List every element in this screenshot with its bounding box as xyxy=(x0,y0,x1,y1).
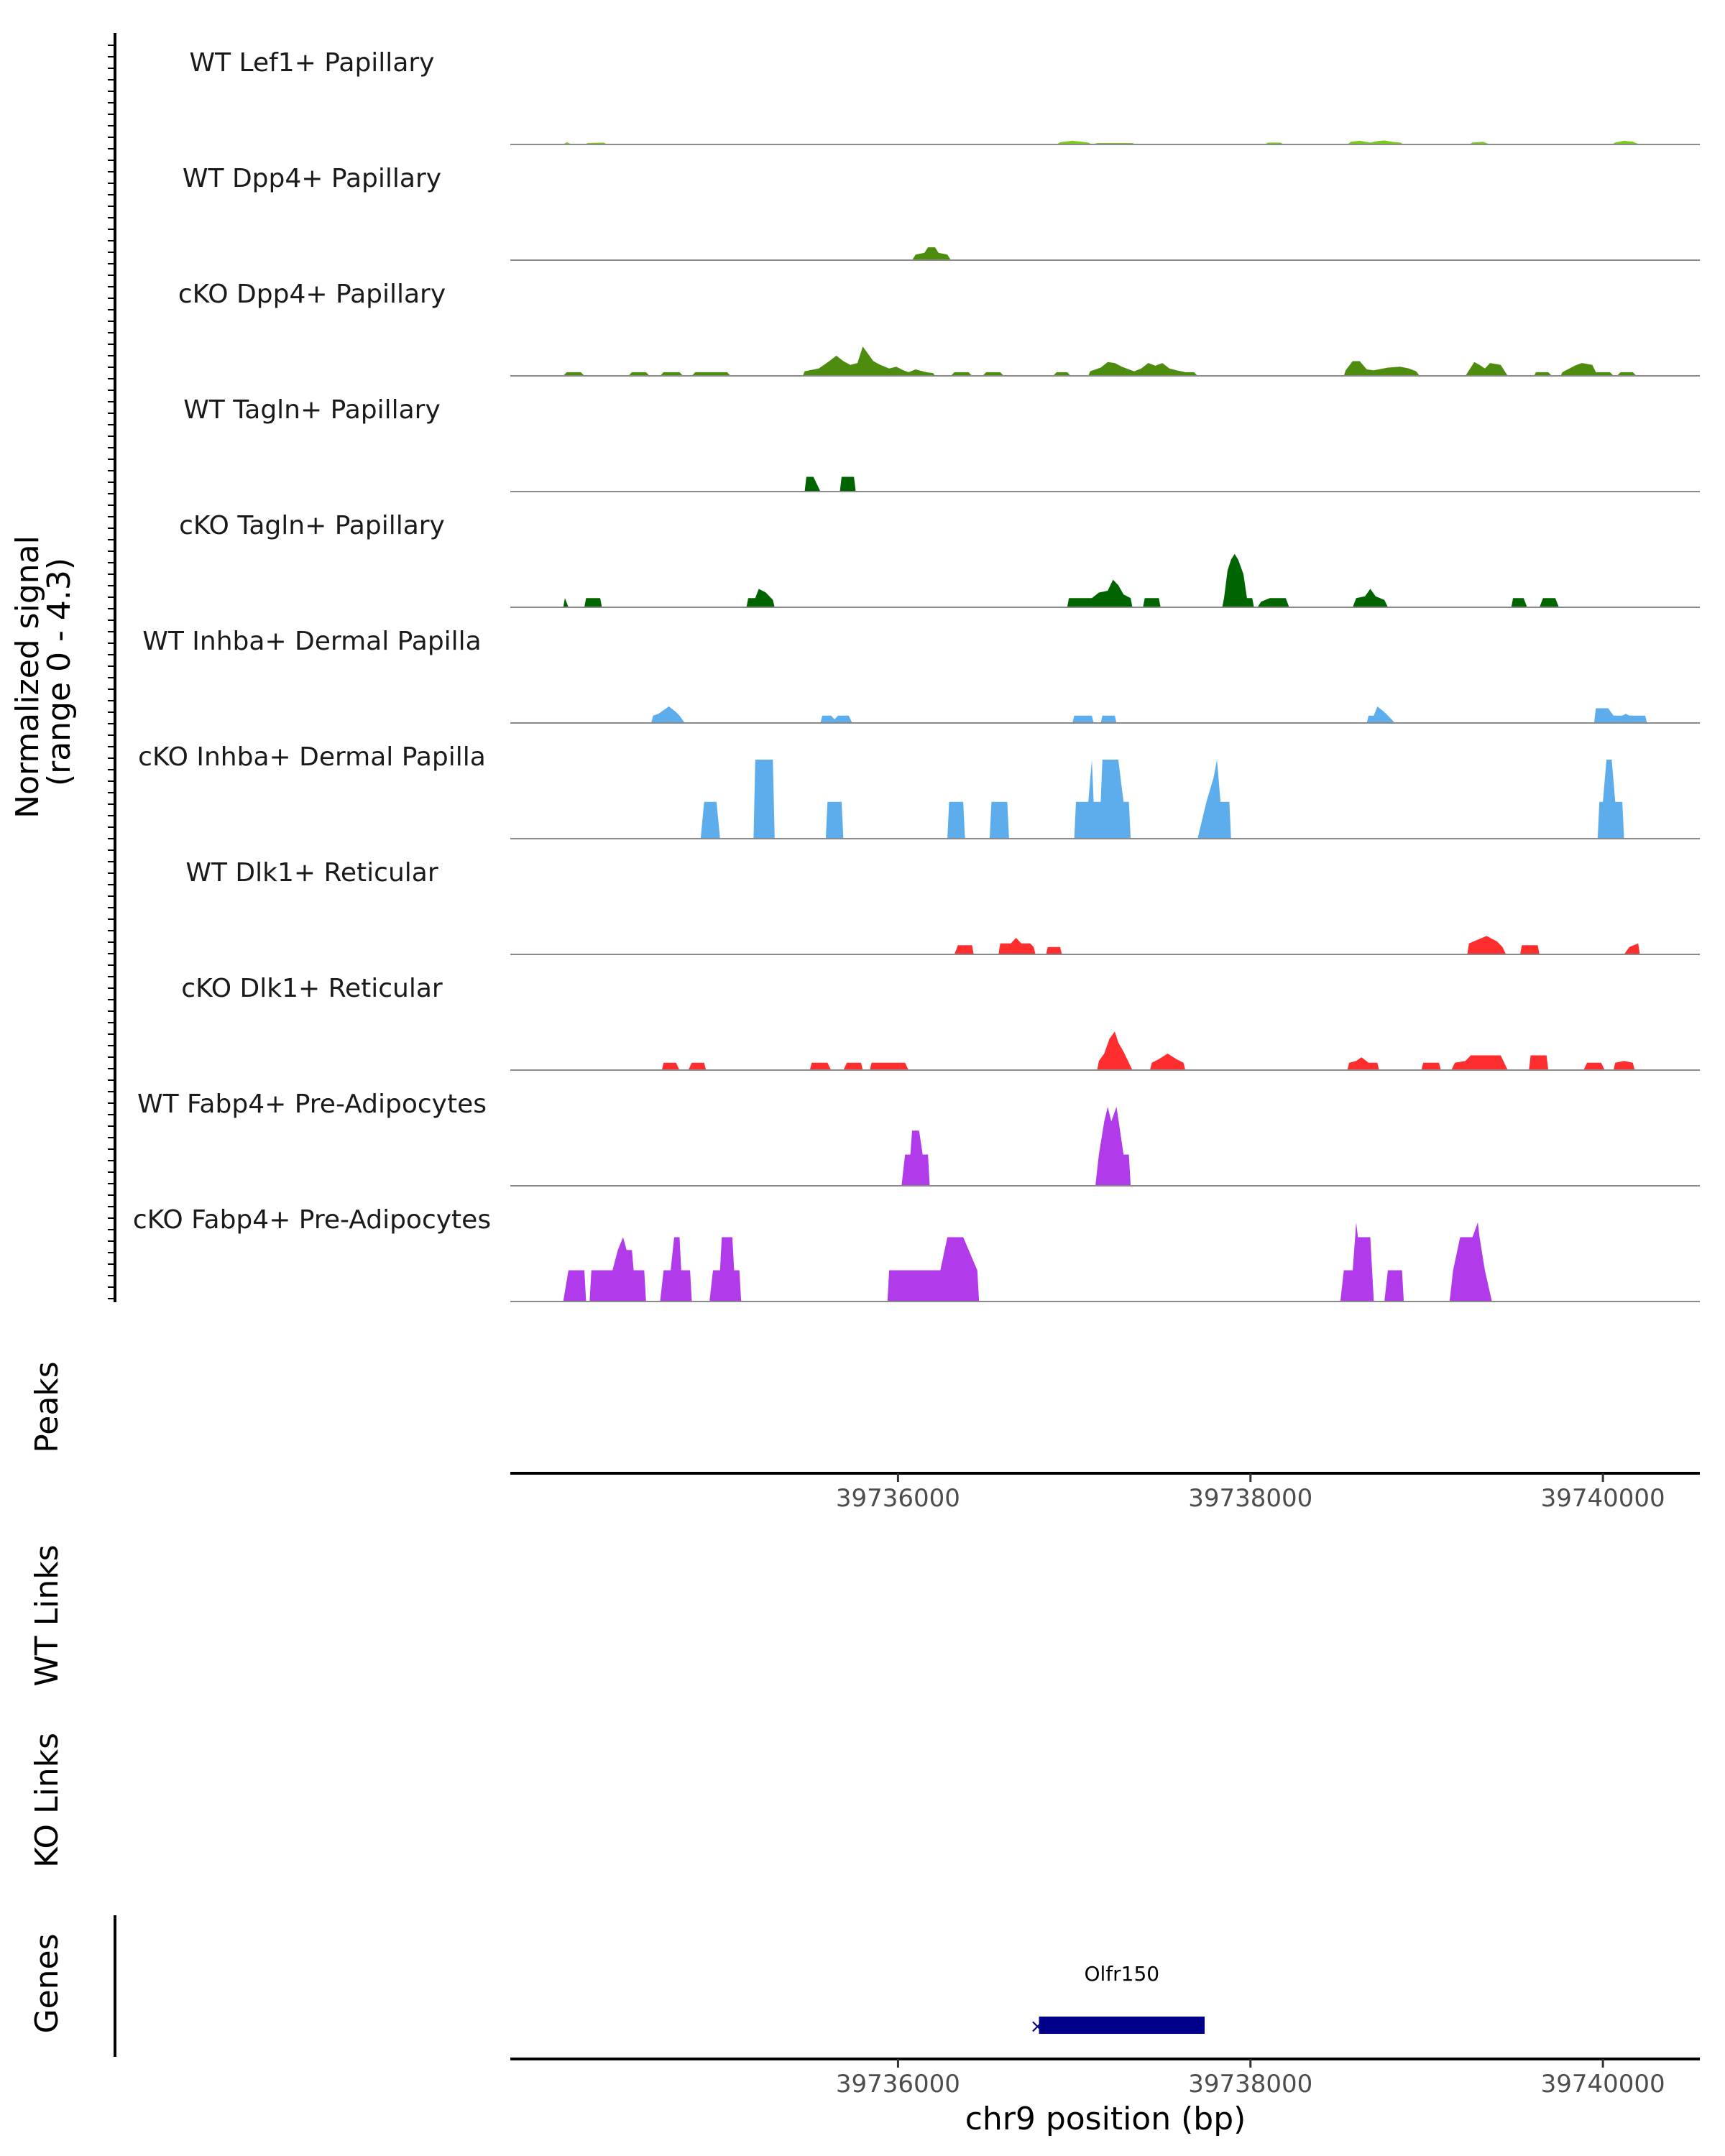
track-signal-area xyxy=(901,1107,1131,1186)
gene-label-olfr150: Olfr150 xyxy=(1084,1962,1159,1986)
track-5: cKO Tagln+ Papillary xyxy=(179,511,1700,608)
x-tick-label: 39740000 xyxy=(1541,1484,1665,1513)
x-axis-lower: 39736000 39738000 39740000 xyxy=(510,2058,1700,2099)
track-signal-area xyxy=(804,476,856,492)
track-label: cKO Tagln+ Papillary xyxy=(179,511,445,540)
track-signal-area xyxy=(563,553,1559,607)
track-label: cKO Fabp4+ Pre-Adipocytes xyxy=(133,1205,491,1235)
genes-label: Genes xyxy=(29,1933,65,2033)
track-signal-area xyxy=(563,346,1637,376)
track-signal-area xyxy=(651,706,1647,723)
x-tick-label: 39738000 xyxy=(1188,2070,1312,2099)
track-signal-area xyxy=(700,760,1624,839)
x-tick-label: 39740000 xyxy=(1541,2070,1665,2099)
track-label: WT Lef1+ Papillary xyxy=(190,48,435,78)
track-9: cKO Dlk1+ Reticular xyxy=(181,974,1700,1071)
track-6: WT Inhba+ Dermal Papilla xyxy=(142,627,1700,724)
gene-strand-mark: × xyxy=(1030,2016,1046,2037)
coverage-tracks: WT Lef1+ Papillary WT Dpp4+ Papillary cKO … xyxy=(133,48,1700,1302)
track-1: WT Lef1+ Papillary xyxy=(190,48,1700,145)
gene-track: × Olfr150 xyxy=(1030,1962,1205,2037)
y-axis-title: Normalized signal (range 0 - 4.3) xyxy=(9,525,78,819)
track-label: WT Inhba+ Dermal Papilla xyxy=(142,627,481,656)
y-axis-title-line1: Normalized signal xyxy=(9,535,46,819)
gene-body-olfr150 xyxy=(1039,2017,1205,2034)
track-label: WT Fabp4+ Pre-Adipocytes xyxy=(137,1089,487,1119)
y-axis-title-line2: (range 0 - 4.3) xyxy=(41,558,78,786)
track-11: cKO Fabp4+ Pre-Adipocytes xyxy=(133,1205,1700,1302)
x-tick-label: 39736000 xyxy=(836,1484,960,1513)
x-axis-title: chr9 position (bp) xyxy=(965,2101,1246,2137)
track-signal-area xyxy=(954,936,1640,954)
track-8: WT Dlk1+ Reticular xyxy=(185,858,1700,955)
track-7: cKO Inhba+ Dermal Papilla xyxy=(138,742,1700,839)
ko-links-label: KO Links xyxy=(29,1733,65,1868)
x-tick-label: 39738000 xyxy=(1188,1484,1312,1513)
track-10: WT Fabp4+ Pre-Adipocytes xyxy=(137,1089,1700,1187)
track-signal-area xyxy=(563,1222,1492,1302)
track-4: WT Tagln+ Papillary xyxy=(183,395,1700,492)
track-label: WT Tagln+ Papillary xyxy=(183,395,441,425)
x-axis-upper: 39736000 39738000 39740000 xyxy=(510,1472,1700,1513)
track-signal-area xyxy=(661,1031,1635,1070)
signal-y-axis xyxy=(108,33,116,1302)
track-label: cKO Dpp4+ Papillary xyxy=(178,280,446,309)
track-signal-area xyxy=(563,140,1640,144)
track-label: cKO Inhba+ Dermal Papilla xyxy=(138,742,486,772)
wt-links-label: WT Links xyxy=(29,1544,65,1686)
track-label: WT Dpp4+ Papillary xyxy=(183,164,441,193)
track-label: cKO Dlk1+ Reticular xyxy=(181,974,443,1003)
track-signal-area xyxy=(912,247,951,260)
track-label: WT Dlk1+ Reticular xyxy=(185,858,438,888)
track-2: WT Dpp4+ Papillary xyxy=(183,164,1700,261)
track-3: cKO Dpp4+ Papillary xyxy=(178,280,1700,377)
x-tick-label: 39736000 xyxy=(836,2070,960,2099)
peaks-label: Peaks xyxy=(29,1361,65,1452)
